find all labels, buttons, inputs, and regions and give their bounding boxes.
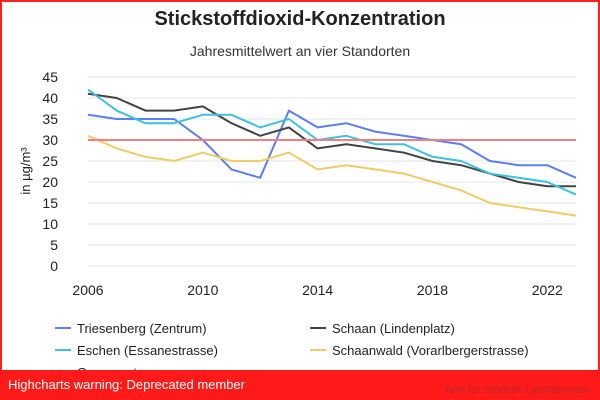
credits-text[interactable]: Amt für Statistik Liechtenstein [445, 384, 590, 396]
series-line-0[interactable] [87, 109, 577, 179]
x-tick-label: 2018 [417, 282, 448, 298]
legend-item-1[interactable]: Schaan (Lindenplatz) [310, 321, 455, 336]
x-axis: 2006 2010 2014 2018 2022 [72, 282, 563, 298]
x-tick-label: 2010 [187, 282, 218, 298]
y-tick-label: 30 [42, 132, 58, 148]
chart-title: Stickstoffdioxid-Konzentration [154, 8, 446, 30]
y-tick-label: 5 [50, 237, 58, 253]
legend-label: Schaanwald (Vorarlbergerstrasse) [332, 343, 529, 358]
x-tick-label: 2022 [532, 282, 563, 298]
x-tick-label: 2006 [72, 282, 103, 298]
legend-item-0[interactable]: Triesenberg (Zentrum) [55, 321, 207, 336]
y-tick-label: 10 [42, 216, 58, 232]
y-axis: 0 5 10 15 20 25 30 35 40 45 [42, 69, 58, 274]
legend-label: Eschen (Essanestrasse) [77, 343, 218, 358]
y-axis-title: in µg/m³ [18, 147, 33, 195]
y-tick-label: 35 [42, 111, 58, 127]
y-tick-label: 45 [42, 69, 58, 85]
x-tick-label: 2014 [302, 282, 333, 298]
grid [88, 76, 576, 267]
y-tick-label: 25 [42, 153, 58, 169]
series-lines [87, 88, 577, 217]
legend-item-3[interactable]: Schaanwald (Vorarlbergerstrasse) [310, 343, 529, 358]
series-line-3[interactable] [87, 134, 577, 217]
y-tick-label: 15 [42, 195, 58, 211]
y-tick-label: 20 [42, 174, 58, 190]
y-tick-label: 0 [50, 258, 58, 274]
y-tick-label: 40 [42, 90, 58, 106]
legend-item-2[interactable]: Eschen (Essanestrasse) [55, 343, 218, 358]
series-line-2[interactable] [87, 88, 577, 196]
chart-subtitle: Jahresmittelwert an vier Standorten [189, 43, 411, 59]
warning-banner: Highcharts warning: Deprecated member [0, 370, 600, 400]
legend-label: Triesenberg (Zentrum) [77, 321, 207, 336]
legend-label: Schaan (Lindenplatz) [332, 321, 455, 336]
